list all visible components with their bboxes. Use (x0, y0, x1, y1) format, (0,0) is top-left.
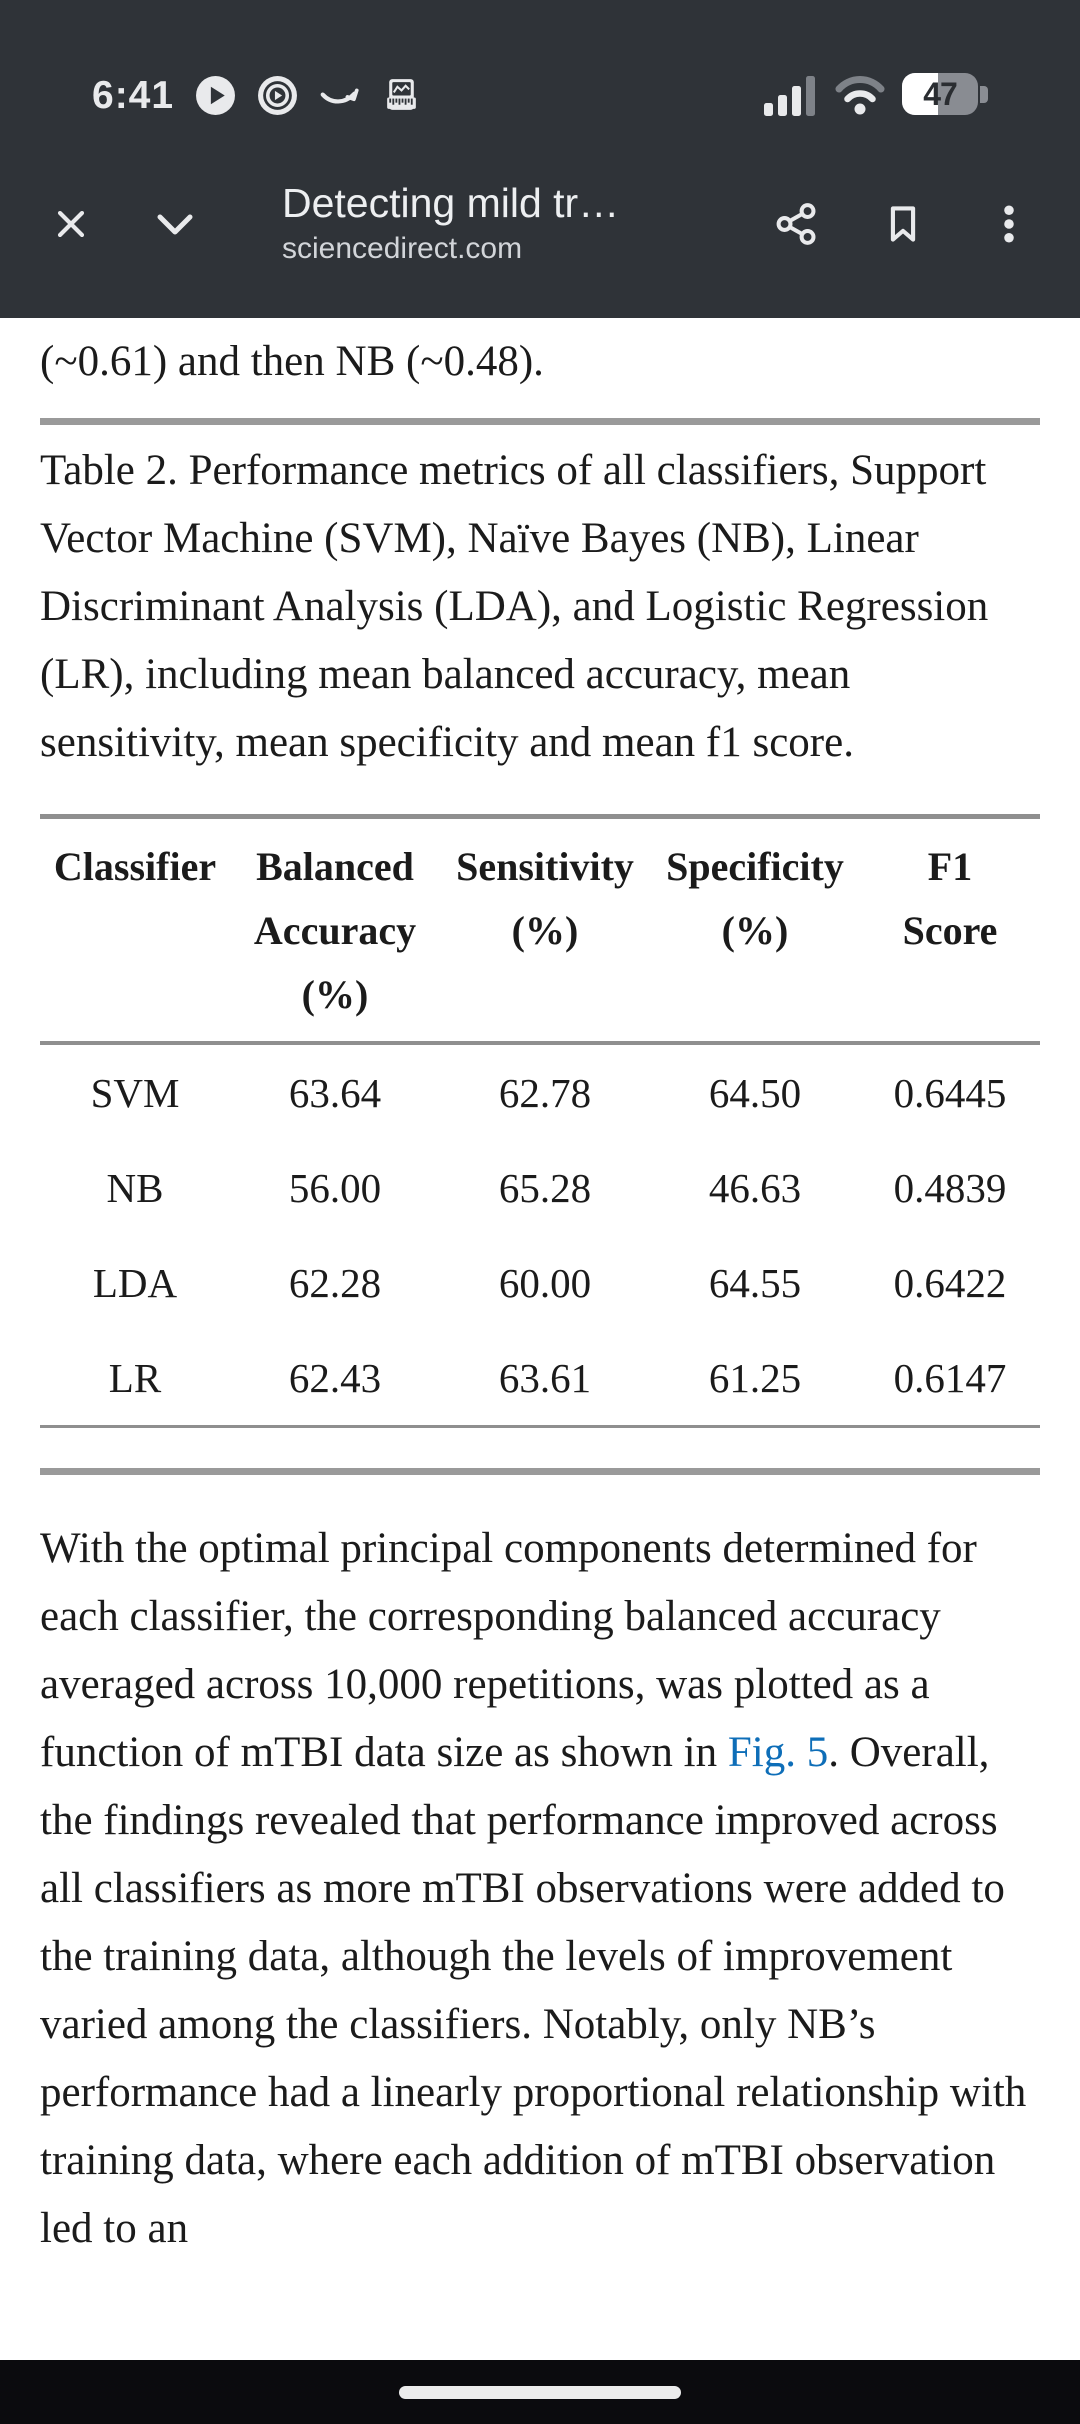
page-url: sciencedirect.com (282, 232, 523, 265)
body-paragraph: With the optimal principal components de… (40, 1475, 1040, 2263)
share-icon (774, 201, 820, 247)
paragraph-text-before: With the optimal principal components de… (40, 1525, 977, 1776)
cell: SVM (90, 1069, 180, 1116)
share-button[interactable] (774, 201, 820, 247)
cell: 64.55 (708, 1259, 802, 1306)
clock: 6:41 (92, 73, 175, 117)
section-divider-top (40, 418, 1040, 425)
cell: 46.63 (708, 1164, 802, 1211)
cell: 62.78 (498, 1069, 592, 1116)
fig5-link[interactable]: Fig. 5 (727, 1729, 829, 1776)
table-header: Classifier Balanced Accuracy (%) Sensiti… (40, 816, 1040, 1045)
battery-indicator: 47 (902, 73, 988, 115)
col-header-specificity: Specificity (%) (650, 816, 860, 1045)
bookmark-icon (881, 202, 925, 246)
close-button[interactable] (48, 201, 94, 247)
cell: LR (108, 1354, 162, 1401)
chevron-down-icon (151, 200, 199, 248)
col-header-sensitivity: Sensitivity (%) (440, 816, 650, 1045)
metrics-table: Classifier Balanced Accuracy (%) Sensiti… (40, 814, 1040, 1428)
play-icon (195, 75, 236, 116)
cell: 60.00 (498, 1259, 592, 1306)
cell: 62.43 (288, 1354, 382, 1401)
paragraph-text-after: . Overall, the findings revealed that pe… (40, 1729, 1027, 2252)
table-row-lda: LDA 62.28 60.00 64.55 0.6422 (40, 1235, 1040, 1330)
chart-device-icon (381, 75, 422, 116)
amazon-smile-icon (319, 75, 360, 116)
browser-header: Detecting mild tr… sciencedirect.com (0, 130, 1080, 318)
overflow-menu-icon (987, 202, 1031, 246)
cell: 61.25 (708, 1354, 802, 1401)
page-title-block: Detecting mild tr… sciencedirect.com (282, 179, 754, 269)
battery-nub (980, 85, 988, 103)
table-row-svm: SVM 63.64 62.78 64.50 0.6445 (40, 1043, 1040, 1140)
cell: 62.28 (288, 1259, 382, 1306)
header-actions (774, 201, 1032, 247)
battery-percent: 47 (923, 75, 958, 112)
close-icon (49, 202, 93, 246)
cell: NB (106, 1164, 164, 1211)
battery-fill-level (902, 73, 938, 115)
cell: 63.61 (498, 1354, 592, 1401)
status-bar-right: 47 (764, 72, 988, 116)
cell: 56.00 (288, 1164, 382, 1211)
paragraph-fragment: (~0.61) and then NB (~0.48). (40, 338, 544, 385)
cell: 63.64 (288, 1069, 382, 1116)
cell: LDA (92, 1259, 178, 1306)
gesture-nav-bar (0, 2360, 1080, 2424)
cell: 64.50 (708, 1069, 802, 1116)
home-indicator[interactable] (399, 2386, 681, 2399)
table-header-row: Classifier Balanced Accuracy (%) Sensiti… (40, 816, 1040, 1045)
play-circle-icon (257, 75, 298, 116)
col-header-f1-score: F1 Score (860, 816, 1040, 1045)
cell: 0.6445 (893, 1069, 1007, 1116)
overflow-menu-button[interactable] (986, 201, 1032, 247)
status-bar-left: 6:41 (92, 75, 422, 116)
collapse-button[interactable] (152, 201, 198, 247)
section-divider-bottom (40, 1468, 1040, 1475)
article-content: (~0.61) and then NB (~0.48). Table 2. Pe… (0, 318, 1080, 2360)
cell: 0.4839 (893, 1164, 1007, 1211)
wifi-icon (834, 72, 886, 116)
cell: 0.6422 (893, 1259, 1007, 1306)
cell: 0.6147 (893, 1354, 1007, 1401)
col-header-classifier: Classifier (40, 816, 230, 1045)
col-header-balanced-accuracy: Balanced Accuracy (%) (230, 816, 440, 1045)
bookmark-button[interactable] (880, 201, 926, 247)
table-row-lr: LR 62.43 63.61 61.25 0.6147 (40, 1330, 1040, 1427)
cell: 65.28 (498, 1164, 592, 1211)
cellular-signal-icon (764, 72, 818, 116)
page-title: Detecting mild tr… (282, 180, 620, 226)
status-bar: 6:41 (0, 0, 1080, 130)
table-body: SVM 63.64 62.78 64.50 0.6445 NB 56.00 65… (40, 1043, 1040, 1427)
table-row-nb: NB 56.00 65.28 46.63 0.4839 (40, 1140, 1040, 1235)
table-caption: Table 2. Performance metrics of all clas… (40, 447, 989, 766)
